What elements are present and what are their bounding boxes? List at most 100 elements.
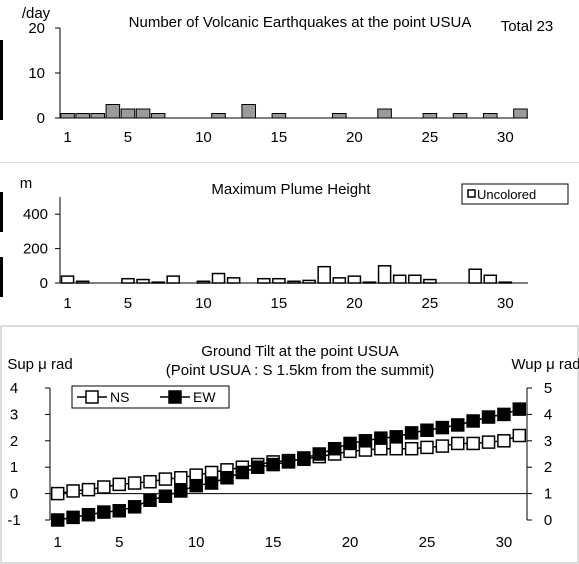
chart-title: Ground Tilt at the point USUA <box>201 343 399 360</box>
tilt-chart-panel: Ground Tilt at the point USUA (Point USUA… <box>0 325 579 564</box>
bar <box>362 281 377 284</box>
series-ns-point <box>66 484 80 498</box>
legend-label: Uncolored <box>477 187 536 202</box>
x-tick-label: 25 <box>422 295 439 312</box>
bar <box>392 274 407 284</box>
left-y-tick-label: 3 <box>10 406 18 423</box>
bar <box>347 275 362 284</box>
y-tick-label: 200 <box>23 241 48 258</box>
series-ns-point <box>143 474 157 489</box>
series-ew-point <box>66 510 80 525</box>
bar <box>423 278 437 284</box>
bar <box>75 280 90 284</box>
bar <box>483 274 498 284</box>
chart-subtitle: (Point USUA : S 1.5km from the summit) <box>166 362 434 379</box>
bar <box>513 108 528 119</box>
bar <box>241 104 257 119</box>
bar <box>211 113 226 119</box>
bar <box>196 280 211 284</box>
x-tick-label: 1 <box>54 534 62 551</box>
series-ew-point <box>266 457 280 472</box>
y-tick-label: 400 <box>23 206 48 223</box>
x-tick-label: 1 <box>63 295 71 312</box>
x-tick-label: 5 <box>115 534 123 551</box>
series-ns-point <box>435 439 450 453</box>
series-ns-point <box>481 435 496 449</box>
x-tick-label: 20 <box>342 534 359 551</box>
y-axis-label: /day <box>22 5 51 22</box>
bar <box>482 113 498 119</box>
y-tick-label: 10 <box>28 65 45 82</box>
left-edge-mark <box>0 192 3 232</box>
x-tick-label: 20 <box>346 129 363 146</box>
bar <box>120 108 136 119</box>
bar <box>272 277 286 284</box>
x-tick-label: 20 <box>346 295 363 312</box>
bar <box>377 265 392 284</box>
x-tick-label: 30 <box>497 295 514 312</box>
series-ns-point <box>497 434 511 448</box>
bar <box>257 277 271 284</box>
series-ew-point <box>497 407 511 422</box>
x-tick-label: 5 <box>124 129 132 146</box>
plume-chart-panel: m Maximum Plume Height Uncolored 0 200 400 1 5 1… <box>0 162 579 322</box>
bar <box>150 113 166 119</box>
bar <box>377 108 392 119</box>
earthquake-chart: /day Number of Volcanic Earthquakes at th… <box>0 5 554 146</box>
series-ns-point <box>81 482 96 497</box>
left-y-tick-label: 0 <box>10 486 18 503</box>
legend-ew-label: EW <box>193 389 216 405</box>
bar <box>135 108 151 119</box>
left-y-axis-label: Sup μ rad <box>7 356 72 373</box>
series-ns-point <box>512 428 527 443</box>
left-edge-mark <box>0 40 3 120</box>
chart-title: Maximum Plume Height <box>211 181 371 198</box>
bar <box>287 280 301 284</box>
x-tick-label: 30 <box>496 534 513 551</box>
series-ew-point <box>343 436 357 451</box>
right-y-tick-label: 3 <box>544 433 552 450</box>
series-ew-point <box>250 460 265 474</box>
bar <box>166 275 181 284</box>
series-ns-point <box>97 480 111 494</box>
series-ew-point <box>297 451 311 465</box>
series-ew-point <box>451 418 465 432</box>
series-ns-point <box>389 441 403 456</box>
left-y-tick-label: 4 <box>10 380 18 397</box>
x-tick-label: 10 <box>195 295 212 312</box>
y-tick-label: 0 <box>37 110 45 127</box>
series-ew-point <box>312 447 327 461</box>
left-y-tick-label: 2 <box>10 433 18 450</box>
series-ew-point <box>174 484 188 498</box>
x-tick-label: 15 <box>265 534 282 551</box>
right-y-axis-label: Wup μ rad <box>511 356 579 373</box>
left-y-tick-label: 1 <box>10 459 18 476</box>
y-axis-label: m <box>20 175 33 192</box>
legend-box <box>71 385 230 409</box>
bar <box>105 104 121 119</box>
panel-border <box>0 325 579 564</box>
legend-marker <box>467 189 476 198</box>
earthquake-chart-panel: /day Number of Volcanic Earthquakes at th… <box>0 0 579 160</box>
series-ew-point <box>143 493 157 507</box>
bar <box>60 113 75 119</box>
series-ew-point <box>204 476 219 490</box>
series-ew-point <box>235 465 250 480</box>
legend-box <box>461 183 569 205</box>
series-ew-point <box>97 505 111 519</box>
right-y-tick-label: 1 <box>544 486 552 503</box>
series-ew-point <box>50 513 65 527</box>
series-ew-point <box>327 441 342 456</box>
series-ns-point <box>158 472 173 486</box>
left-edge-mark <box>0 257 3 297</box>
series-ew-point <box>281 455 296 469</box>
series-ew-point <box>220 471 234 485</box>
total-label: Total 23 <box>501 18 554 35</box>
series-ns-point <box>174 471 188 485</box>
x-tick-label: 25 <box>419 534 436 551</box>
series-ew-point <box>389 430 403 444</box>
bar <box>332 277 347 284</box>
series-ew-point <box>374 431 388 445</box>
bar <box>75 113 90 119</box>
